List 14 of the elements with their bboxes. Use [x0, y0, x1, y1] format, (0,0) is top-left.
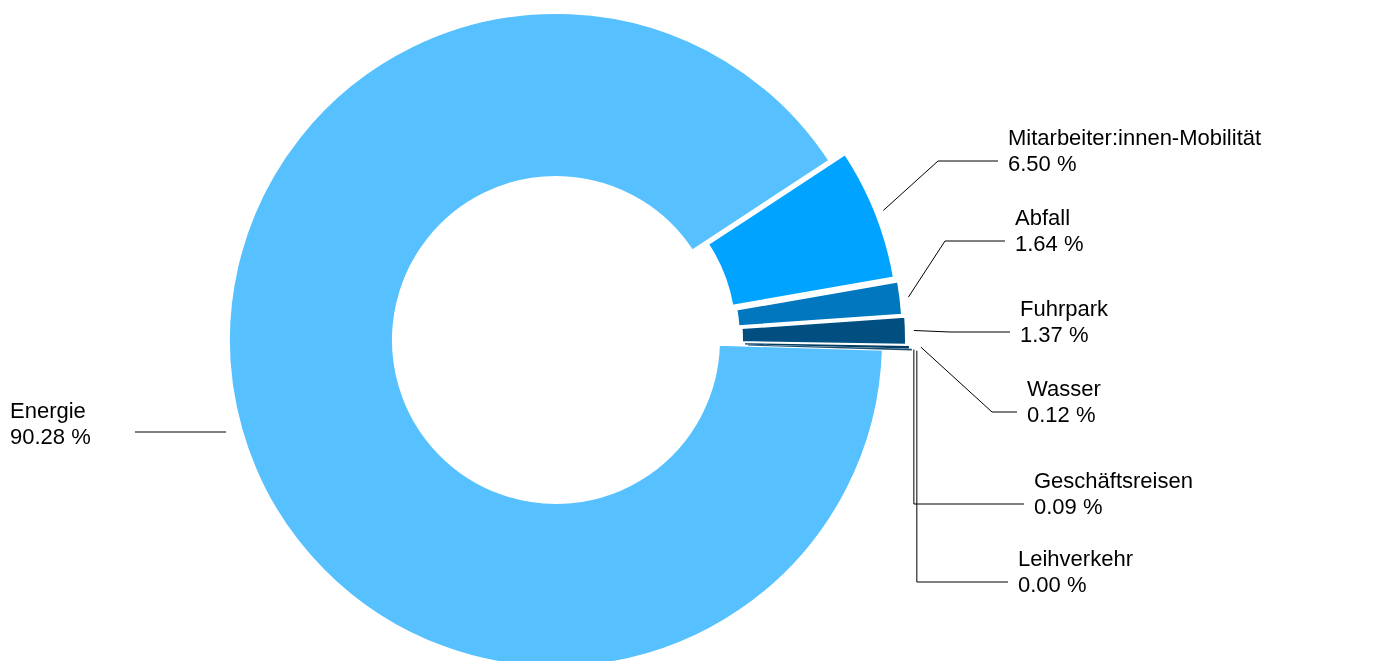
- category-label: Leihverkehr: [1018, 546, 1133, 571]
- slice-label: Geschäftsreisen: [1034, 468, 1193, 493]
- data-label: 1.64 %: [1015, 231, 1084, 256]
- slice-label: Energie: [10, 398, 86, 423]
- slice-label: Wasser: [1027, 376, 1101, 401]
- data-label: 90.28 %: [10, 424, 91, 449]
- data-label: 0.12 %: [1027, 402, 1096, 427]
- slice-label: Mitarbeiter:innen-Mobilität: [1008, 125, 1262, 150]
- data-label: 0.09 %: [1034, 494, 1103, 519]
- text: 0.00 %: [1018, 572, 1087, 597]
- data-label: 1.37 %: [1020, 322, 1089, 347]
- slice-label: Fuhrpark: [1020, 296, 1110, 321]
- data-label: 6.50 %: [1008, 151, 1077, 176]
- slice-label: Abfall: [1015, 205, 1071, 230]
